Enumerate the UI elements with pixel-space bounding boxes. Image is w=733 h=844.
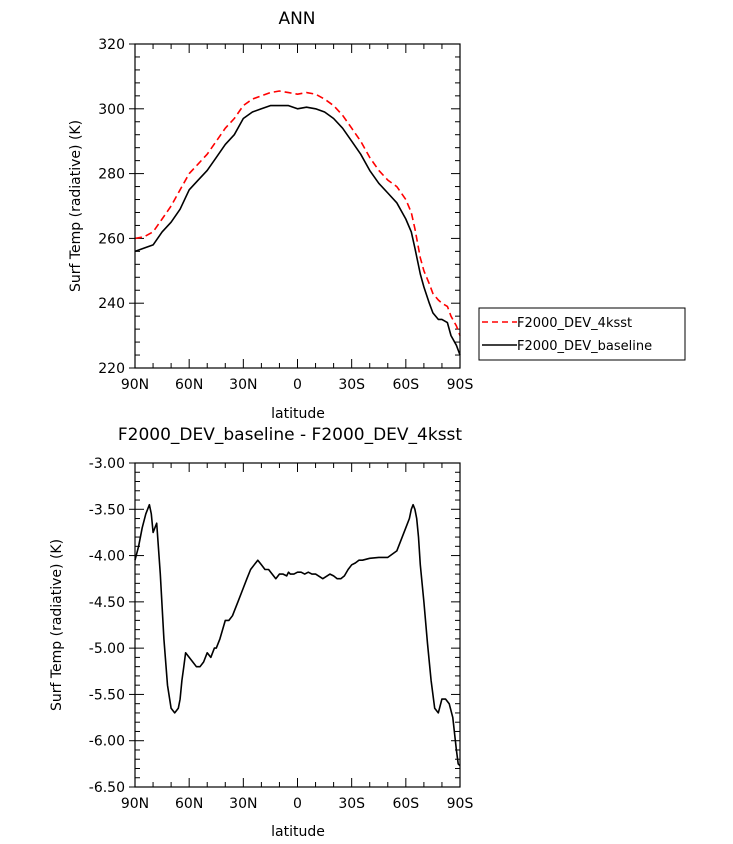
- y-tick-label: -3.00: [89, 456, 125, 472]
- x-tick-label: 60S: [392, 377, 419, 393]
- x-tick-label: 60N: [175, 796, 203, 812]
- x-tick-label: 90N: [121, 377, 149, 393]
- x-tick-label: 60S: [392, 796, 419, 812]
- x-tick-label: 90S: [447, 796, 474, 812]
- legend-label-baseline: F2000_DEV_baseline: [517, 339, 652, 354]
- y-axis-label: Surf Temp (radiative) (K): [68, 120, 84, 292]
- y-tick-label: -4.00: [89, 549, 125, 565]
- x-axis-label: latitude: [271, 824, 325, 840]
- y-tick-label: 320: [98, 37, 125, 53]
- series-line-difference: [134, 503, 461, 767]
- y-tick-label: 280: [98, 167, 125, 183]
- difference-chart: F2000_DEV_baseline - F2000_DEV_4ksst Sur…: [49, 425, 473, 840]
- y-tick-label: -3.50: [89, 502, 125, 518]
- x-tick-label: 30S: [338, 796, 365, 812]
- x-tick-label: 30S: [338, 377, 365, 393]
- x-tick-label: 30N: [229, 796, 257, 812]
- y-tick-label: -6.00: [89, 734, 125, 750]
- y-tick-label: -4.50: [89, 595, 125, 611]
- y-tick-label: -5.50: [89, 687, 125, 703]
- plot-frame: [134, 462, 461, 788]
- chart-title: F2000_DEV_baseline - F2000_DEV_4ksst: [118, 425, 463, 445]
- y-tick-label: 220: [98, 361, 125, 377]
- x-tick-label: 90S: [447, 377, 474, 393]
- y-tick-label: -6.50: [89, 780, 125, 796]
- series-layer: [134, 503, 461, 767]
- series-line-f2000-dev-baseline: [134, 104, 461, 356]
- y-axis-label: Surf Temp (radiative) (K): [49, 539, 65, 711]
- x-tick-label: 60N: [175, 377, 203, 393]
- x-tick-label: 0: [293, 377, 302, 393]
- x-tick-label: 30N: [229, 377, 257, 393]
- plot-frame: [134, 43, 461, 369]
- tick-layer: 90N 60N 30N 0 30S 60S 90S -6.50 -6.00 -5.50 -5.00 -…: [89, 456, 474, 812]
- x-tick-label: 90N: [121, 796, 149, 812]
- y-tick-label: 260: [98, 231, 125, 247]
- series-layer: [134, 90, 461, 356]
- chart-title: ANN: [278, 9, 315, 29]
- y-tick-label: 300: [98, 102, 125, 118]
- legend-label-4ksst: F2000_DEV_4ksst: [517, 316, 632, 331]
- legend: F2000_DEV_4ksst F2000_DEV_baseline: [478, 307, 686, 361]
- legend-box: [478, 307, 686, 361]
- surface-temp-chart: ANN Surf Temp (radiative) (K) latitude 9…: [68, 9, 473, 422]
- x-axis-label: latitude: [271, 406, 325, 422]
- y-tick-label: 240: [98, 296, 125, 312]
- x-tick-label: 0: [293, 796, 302, 812]
- tick-layer: 90N 60N 30N 0 30S 60S 90S 220 240 260 280 300 320: [98, 37, 473, 393]
- series-line-f2000-dev-4ksst: [134, 90, 461, 336]
- y-tick-label: -5.00: [89, 641, 125, 657]
